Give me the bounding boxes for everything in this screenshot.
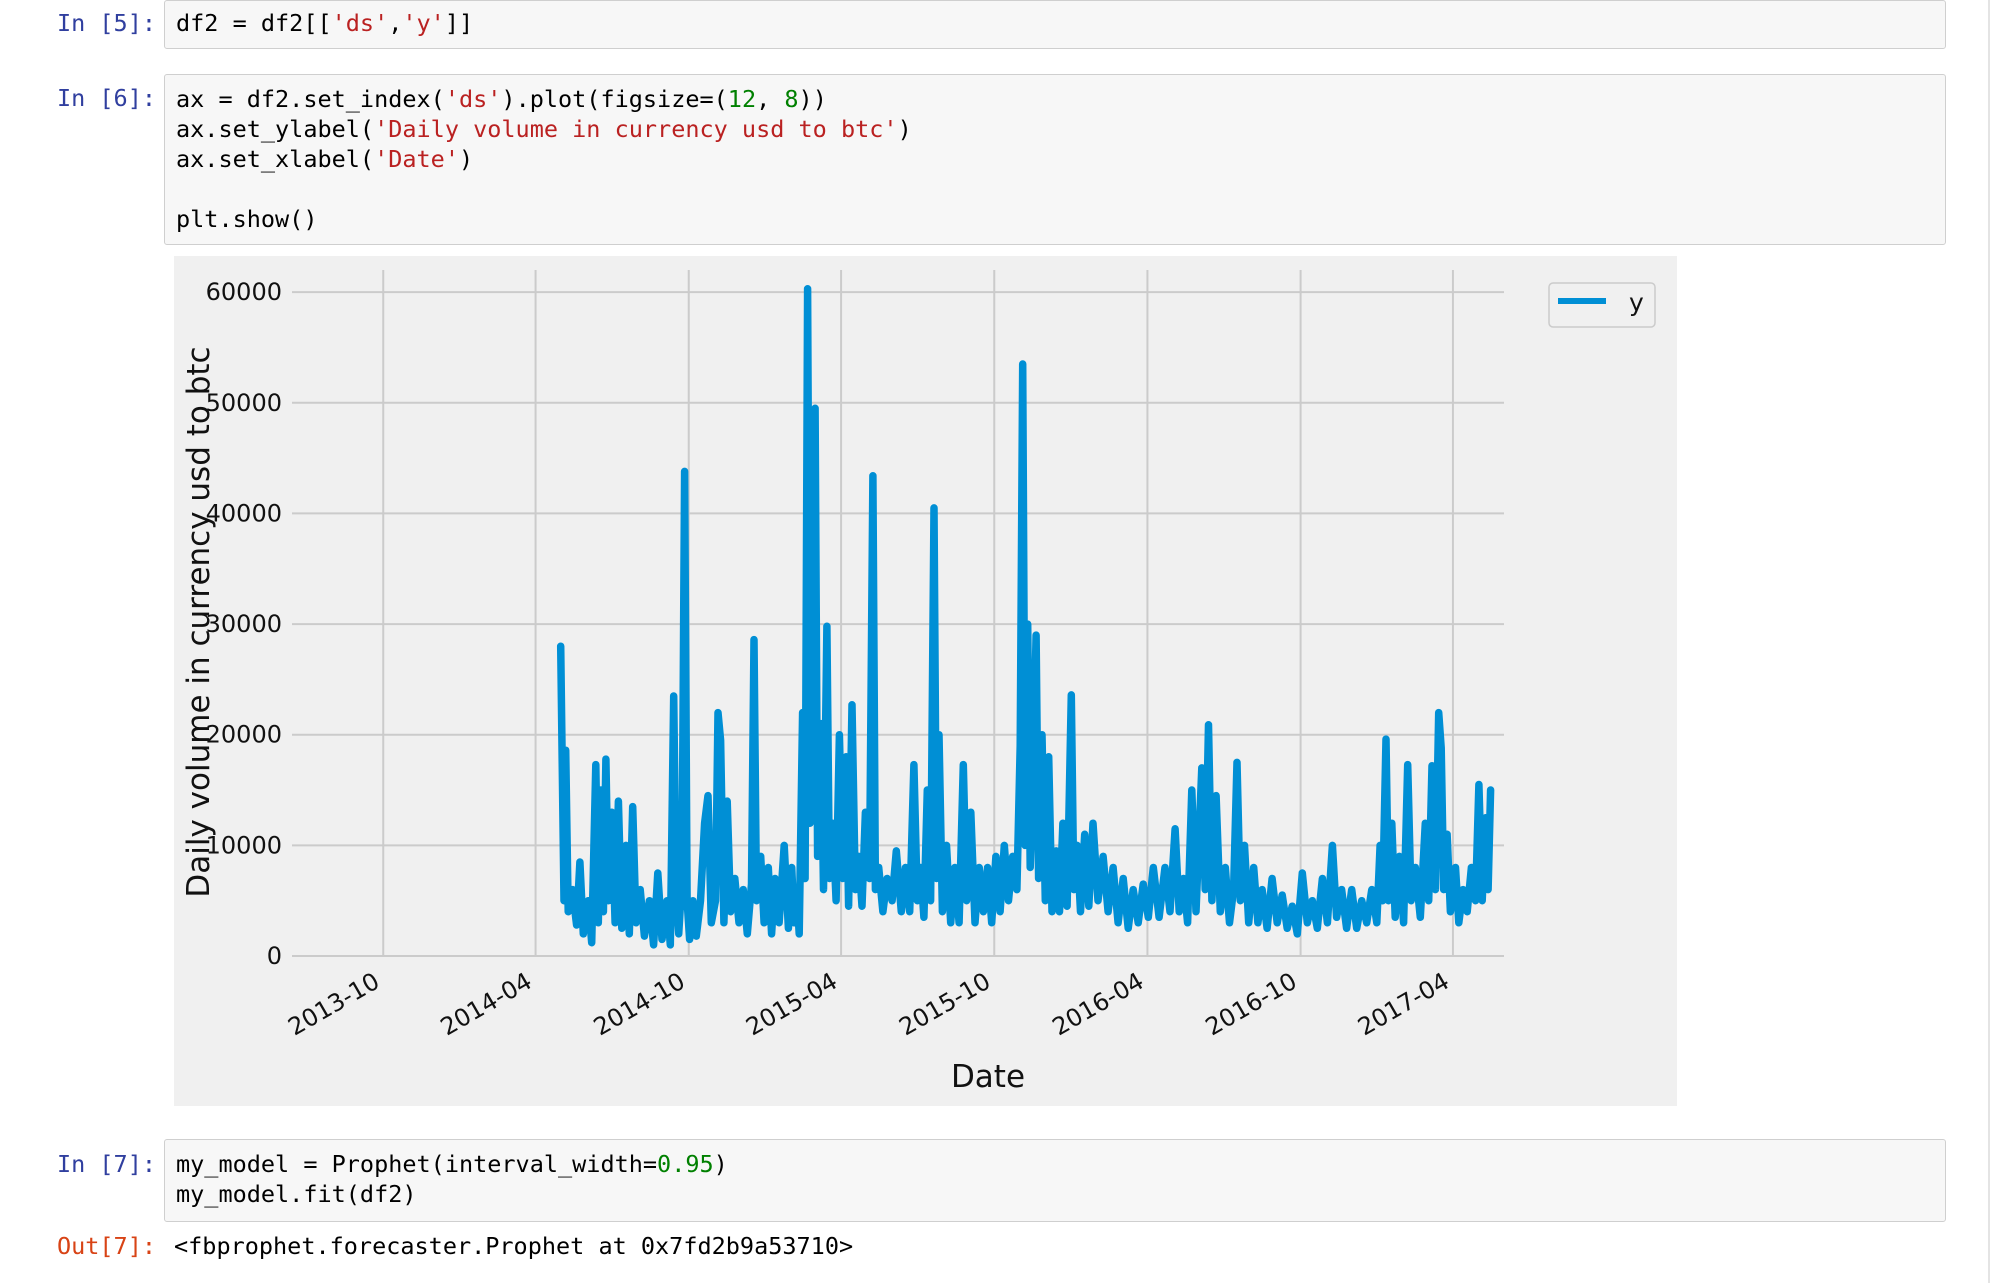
y-tick-label: 20000 (206, 721, 282, 749)
volume-line-chart: 0 10000 20000 30000 40000 50000 60000 2013-10 2… (174, 256, 1677, 1106)
code-token: , (756, 85, 785, 113)
code-number-token: 8 (784, 85, 799, 113)
y-tick-label: 50000 (206, 389, 282, 417)
x-tick-label: 2015-10 (894, 967, 995, 1041)
code-token: ax.set_ylabel( (176, 115, 375, 143)
x-tick-label: 2015-04 (741, 967, 842, 1041)
x-axis-label: Date (951, 1059, 1025, 1095)
code-token: ax.set_xlabel( (176, 145, 375, 173)
page-scrollbar[interactable] (1988, 0, 1990, 1283)
code-string-token: 'ds' (444, 85, 502, 113)
code-string-token: 'ds' (331, 9, 389, 37)
y-axis-label: Daily volume in currency usd to btc (181, 346, 217, 897)
cell-7-output-text: <fbprophet.forecaster.Prophet at 0x7fd2b… (174, 1232, 854, 1260)
code-token: ).plot(figsize=( (501, 85, 728, 113)
y-tick-label: 0 (267, 942, 282, 970)
x-tick-label: 2016-10 (1201, 967, 1302, 1041)
y-tick-label: 40000 (206, 499, 282, 527)
code-number-token: 0.95 (657, 1150, 714, 1178)
code-token: df2 = df2[[ (176, 9, 332, 37)
cell-7-output-prompt: Out[7]: (56, 1232, 156, 1260)
cell-7-code: my_model = Prophet(interval_width=0.95) … (165, 1140, 1945, 1209)
cell-6-input-prompt: In [6]: (56, 84, 156, 112)
cell-7-code-area[interactable]: my_model = Prophet(interval_width=0.95) … (164, 1139, 1946, 1222)
cell-5-code-area[interactable]: df2 = df2[['ds','y']] (164, 0, 1946, 49)
code-string-token: 'y' (402, 9, 445, 37)
y-tick-label: 30000 (206, 610, 282, 638)
series-line-y (556, 285, 1495, 949)
cell-6-code-area[interactable]: ax = df2.set_index('ds').plot(figsize=(1… (164, 74, 1946, 245)
chart-legend: y (1548, 282, 1656, 328)
cell-6-code: ax = df2.set_index('ds').plot(figsize=(1… (165, 75, 1945, 234)
code-token: my_model = Prophet(interval_width= (176, 1150, 658, 1178)
code-token: plt.show() (176, 205, 318, 233)
code-token: ) (458, 145, 474, 173)
code-token: ]] (444, 9, 474, 37)
cell-7-input-prompt: In [7]: (56, 1150, 156, 1178)
x-tick-label: 2017-04 (1353, 967, 1454, 1041)
cell-5-input-prompt: In [5]: (56, 9, 156, 37)
x-tick-label: 2016-04 (1048, 967, 1149, 1041)
code-token: ) (713, 1150, 728, 1178)
legend-label: y (1629, 288, 1644, 317)
y-tick-label: 10000 (206, 831, 282, 859)
code-string-token: 'Date' (374, 145, 459, 173)
x-tick-label: 2014-04 (436, 967, 537, 1041)
code-token: ax = df2.set_index( (176, 85, 445, 113)
code-number-token: 12 (727, 85, 757, 113)
x-tick-label: 2013-10 (283, 967, 384, 1041)
code-token: my_model.fit(df2) (176, 1180, 417, 1208)
code-string-token: 'Daily volume in currency usd to btc' (374, 115, 898, 143)
cell-5-code: df2 = df2[['ds','y']] (165, 1, 1945, 38)
code-token: )) (798, 85, 827, 113)
code-token: ) (897, 115, 912, 143)
x-tick-label: 2014-10 (589, 967, 690, 1041)
y-tick-label: 60000 (206, 278, 282, 306)
code-token: , (388, 9, 403, 37)
